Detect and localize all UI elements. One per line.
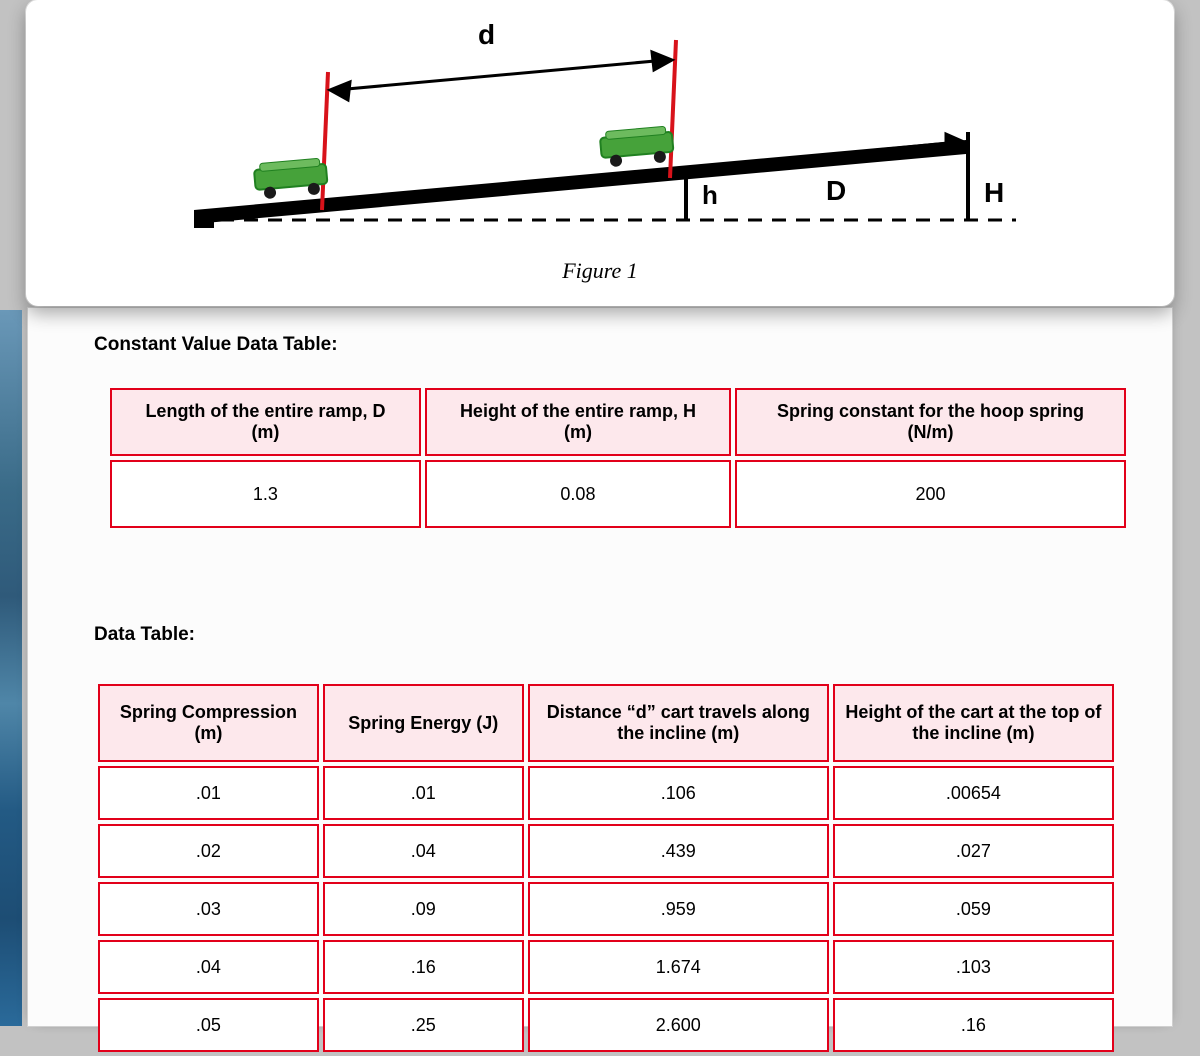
- data-cell: 1.674: [528, 940, 829, 994]
- table-row: .01.01.106.00654: [98, 766, 1114, 820]
- constants-cell: 200: [735, 460, 1126, 528]
- figure-caption: Figure 1: [26, 258, 1174, 284]
- figure-card: d h D H Figure 1: [26, 0, 1174, 306]
- constants-table: Length of the entire ramp, D(m) Height o…: [106, 384, 1130, 532]
- table-header-row: Length of the entire ramp, D(m) Height o…: [110, 388, 1126, 456]
- constants-section-title: Constant Value Data Table:: [94, 334, 1118, 356]
- data-cell: .059: [833, 882, 1114, 936]
- data-cell: .106: [528, 766, 829, 820]
- data-cell: .00654: [833, 766, 1114, 820]
- data-cell: .25: [323, 998, 524, 1052]
- constants-col-1: Height of the entire ramp, H(m): [425, 388, 731, 456]
- data-cell: .09: [323, 882, 524, 936]
- table-header-row: Spring Compression (m) Spring Energy (J)…: [98, 684, 1114, 762]
- data-cell: .05: [98, 998, 319, 1052]
- constants-cell: 0.08: [425, 460, 731, 528]
- data-cell: .02: [98, 824, 319, 878]
- table-row: .02.04.439.027: [98, 824, 1114, 878]
- label-d: d: [478, 19, 495, 50]
- data-cell: .959: [528, 882, 829, 936]
- data-table: Spring Compression (m) Spring Energy (J)…: [94, 680, 1118, 1056]
- data-col-1: Spring Energy (J): [323, 684, 524, 762]
- table-row: .04.161.674.103: [98, 940, 1114, 994]
- constants-col-0: Length of the entire ramp, D(m): [110, 388, 421, 456]
- data-cell: .01: [98, 766, 319, 820]
- data-cell: .103: [833, 940, 1114, 994]
- label-H-big: H: [984, 177, 1004, 208]
- label-D-big: D: [826, 175, 846, 206]
- document-page: Constant Value Data Table: Length of the…: [28, 308, 1172, 1026]
- data-cell: .439: [528, 824, 829, 878]
- data-cell: .04: [323, 824, 524, 878]
- data-cell: 2.600: [528, 998, 829, 1052]
- constants-col-2: Spring constant for the hoop spring(N/m): [735, 388, 1126, 456]
- cart-upper: [599, 126, 674, 168]
- table-row: .05.252.600.16: [98, 998, 1114, 1052]
- background-side-strip: [0, 310, 22, 1026]
- data-cell: .01: [323, 766, 524, 820]
- constants-cell: 1.3: [110, 460, 421, 528]
- data-cell: .027: [833, 824, 1114, 878]
- data-col-0: Spring Compression (m): [98, 684, 319, 762]
- table-row: 1.3 0.08 200: [110, 460, 1126, 528]
- data-cell: .16: [323, 940, 524, 994]
- cart-lower: [253, 158, 328, 200]
- table-row: .03.09.959.059: [98, 882, 1114, 936]
- data-col-2: Distance “d” cart travels along the incl…: [528, 684, 829, 762]
- data-cell: .04: [98, 940, 319, 994]
- data-col-3: Height of the cart at the top of the inc…: [833, 684, 1114, 762]
- data-cell: .16: [833, 998, 1114, 1052]
- label-h: h: [702, 180, 718, 210]
- data-cell: .03: [98, 882, 319, 936]
- data-section-title: Data Table:: [94, 624, 1118, 646]
